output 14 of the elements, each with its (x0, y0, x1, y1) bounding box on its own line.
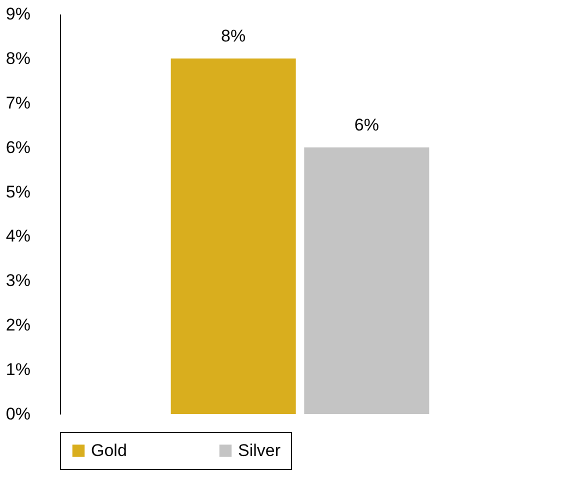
y-tick-label: 8% (6, 48, 30, 68)
y-tick-label: 1% (6, 360, 30, 380)
y-tick-label: 7% (6, 93, 30, 112)
y-tick-label: 4% (6, 226, 30, 246)
legend-label: Gold (91, 440, 127, 460)
data-label: 8% (221, 26, 246, 46)
legend-label: Silver (238, 440, 281, 460)
data-label: 6% (354, 115, 379, 134)
y-tick-label: 2% (6, 316, 30, 335)
y-tick-label: 9% (6, 4, 30, 24)
y-tick-label: 0% (6, 404, 30, 424)
y-tick-label: 5% (6, 182, 30, 202)
y-tick-label: 3% (6, 271, 30, 290)
y-tick-label: 6% (6, 138, 30, 157)
